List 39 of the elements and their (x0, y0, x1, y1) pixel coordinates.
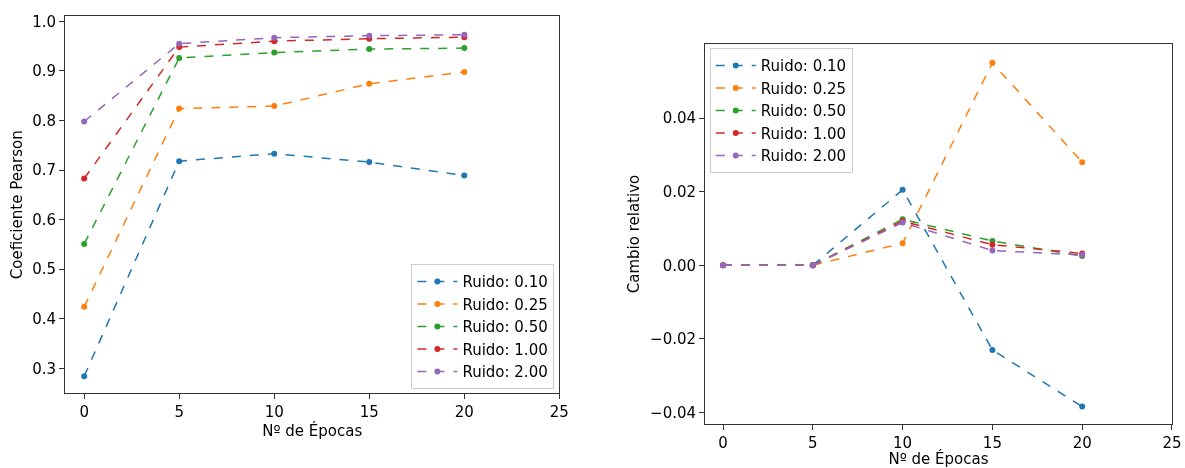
y-tick-label: −0.02 (650, 330, 697, 349)
x-tick-label: 10 (264, 403, 284, 422)
y-tick-label: −0.04 (650, 403, 697, 422)
legend-label: Ruido: 0.25 (760, 79, 847, 98)
x-axis-title: Nº de Épocas (262, 421, 363, 441)
x-tick-label: 25 (1162, 433, 1182, 452)
x-axis-title: Nº de Épocas (888, 449, 989, 468)
y-tick-label: 0.9 (32, 62, 57, 81)
legend-label: Ruido: 0.10 (760, 57, 847, 76)
legend-label: Ruido: 0.50 (760, 102, 847, 121)
x-tick-label: 20 (1072, 433, 1092, 452)
x-tick-label: 0 (718, 433, 728, 452)
legend-label: Ruido: 0.50 (462, 318, 548, 337)
y-tick-label: 1.0 (32, 12, 57, 31)
x-tick-label: 0 (79, 403, 89, 422)
x-tick-label: 15 (982, 433, 1002, 452)
y-axis-title: Coeficiente Pearson (7, 130, 26, 280)
y-tick-label: 0.3 (32, 359, 57, 378)
y-tick-label: 0.4 (32, 310, 57, 329)
y-tick-label: 0.5 (32, 260, 57, 279)
legend-label: Ruido: 1.00 (462, 340, 548, 359)
x-tick-label: 10 (893, 433, 913, 452)
x-tick-label: 20 (454, 403, 474, 422)
y-tick-label: 0.8 (32, 111, 57, 130)
legend-label: Ruido: 0.10 (462, 273, 548, 292)
legend-label: Ruido: 1.00 (760, 124, 847, 143)
legend-label: Ruido: 2.00 (760, 147, 847, 166)
legend-label: Ruido: 2.00 (462, 363, 548, 382)
y-tick-label: 0.7 (32, 161, 57, 180)
y-axis-title: Cambio relativo (625, 174, 644, 294)
y-tick-label: 0.02 (662, 182, 697, 201)
legend-label: Ruido: 0.25 (462, 295, 548, 314)
x-tick-label: 5 (174, 403, 184, 422)
x-tick-label: 25 (549, 403, 569, 422)
y-tick-label: 0.00 (662, 256, 697, 275)
y-tick-label: 0.6 (32, 210, 57, 229)
x-tick-label: 15 (359, 403, 379, 422)
x-tick-label: 5 (808, 433, 818, 452)
y-tick-label: 0.04 (662, 109, 697, 128)
